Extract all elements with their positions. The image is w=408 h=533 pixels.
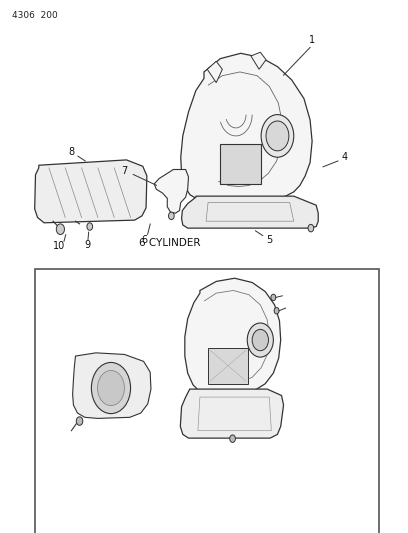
Text: 6: 6 — [56, 405, 62, 414]
Bar — [35, 269, 379, 533]
Polygon shape — [251, 52, 266, 69]
Circle shape — [76, 417, 83, 425]
Text: 4: 4 — [341, 152, 348, 162]
Circle shape — [261, 115, 294, 157]
Circle shape — [56, 224, 64, 235]
Polygon shape — [181, 53, 312, 198]
Polygon shape — [207, 61, 222, 83]
Circle shape — [271, 294, 276, 301]
Polygon shape — [180, 389, 284, 438]
Text: 6 CYLINDER: 6 CYLINDER — [139, 238, 200, 247]
Circle shape — [98, 370, 124, 406]
Circle shape — [252, 329, 268, 351]
Text: 1: 1 — [309, 35, 315, 45]
Text: 4: 4 — [307, 363, 313, 373]
Polygon shape — [35, 160, 147, 223]
Text: 2: 2 — [290, 280, 297, 290]
Circle shape — [230, 435, 235, 442]
Text: 4306  200: 4306 200 — [12, 11, 58, 20]
Text: 10: 10 — [53, 241, 65, 251]
Polygon shape — [220, 144, 261, 184]
Text: 9: 9 — [84, 240, 91, 250]
Text: 7: 7 — [121, 166, 128, 175]
Circle shape — [91, 362, 131, 414]
Circle shape — [169, 212, 174, 220]
Text: 6: 6 — [142, 235, 148, 245]
Text: 7: 7 — [82, 347, 89, 357]
Text: 8: 8 — [68, 147, 75, 157]
Polygon shape — [182, 196, 318, 228]
Circle shape — [274, 308, 279, 314]
Polygon shape — [185, 278, 281, 393]
Text: 5: 5 — [266, 235, 273, 245]
Polygon shape — [154, 169, 188, 213]
Text: 3: 3 — [307, 315, 313, 325]
Text: 8 CYLINDER: 8 CYLINDER — [133, 472, 194, 482]
Text: 5: 5 — [290, 432, 297, 442]
Circle shape — [247, 323, 273, 357]
Circle shape — [308, 224, 314, 232]
Circle shape — [87, 223, 93, 230]
Circle shape — [266, 121, 289, 151]
Polygon shape — [73, 353, 151, 418]
Polygon shape — [208, 348, 248, 384]
Text: 1: 1 — [250, 280, 256, 290]
